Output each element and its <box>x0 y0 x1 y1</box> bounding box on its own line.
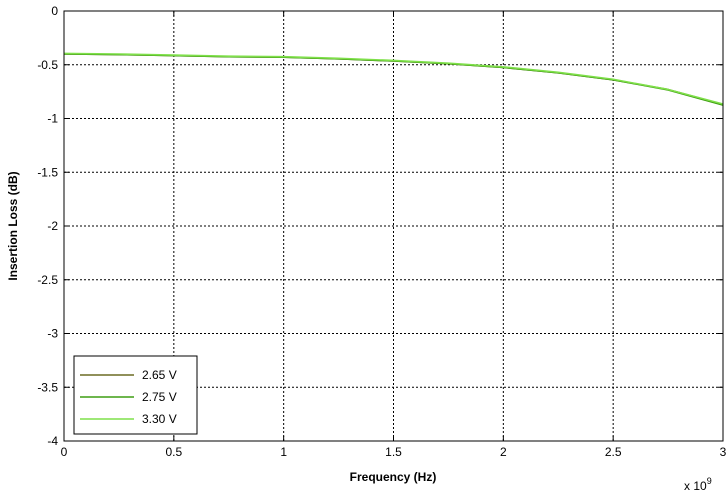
y-tick-label: -3.5 <box>37 380 58 394</box>
x-axis-exponent-base: x 10 <box>684 479 707 493</box>
y-tick-label: -2.5 <box>37 273 58 287</box>
y-tick-label: -1 <box>47 112 58 126</box>
legend: 2.65 V 2.75 V 3.30 V <box>73 355 198 435</box>
y-tick-label: -0.5 <box>37 58 58 72</box>
y-tick-label: -1.5 <box>37 165 58 179</box>
x-tick-label: 1 <box>280 445 287 459</box>
x-tick-label: 0.5 <box>165 445 182 459</box>
y-axis-label: Insertion Loss (dB) <box>6 171 20 280</box>
legend-items: 2.65 V 2.75 V 3.30 V <box>80 368 177 426</box>
x-tick-label: 2.5 <box>605 445 622 459</box>
legend-box <box>73 355 198 435</box>
x-axis-label: Frequency (Hz) <box>350 470 437 484</box>
y-tick-label: -2 <box>47 219 58 233</box>
x-tick-label: 1.5 <box>385 445 402 459</box>
y-tick-label: 0 <box>51 4 58 18</box>
legend-label: 2.65 V <box>142 368 177 382</box>
legend-label: 2.75 V <box>142 390 177 404</box>
y-tick-label: -3 <box>47 327 58 341</box>
series-line-3-30-v <box>63 52 724 105</box>
axis-ticks: 0 0.5 1 1.5 2 2.5 3 0 -0.5 -1 -1.5 -2 -2.5 -3 -3.5 -4 <box>37 4 726 459</box>
x-axis-exponent-power: 9 <box>707 476 712 486</box>
series-lines <box>63 52 724 106</box>
x-tick-label: 0 <box>61 445 68 459</box>
y-tick-label: -4 <box>47 434 58 448</box>
x-axis-exponent: x 109 <box>684 476 712 493</box>
x-tick-label: 3 <box>720 445 727 459</box>
x-tick-label: 2 <box>500 445 507 459</box>
legend-label: 3.30 V <box>142 412 177 426</box>
